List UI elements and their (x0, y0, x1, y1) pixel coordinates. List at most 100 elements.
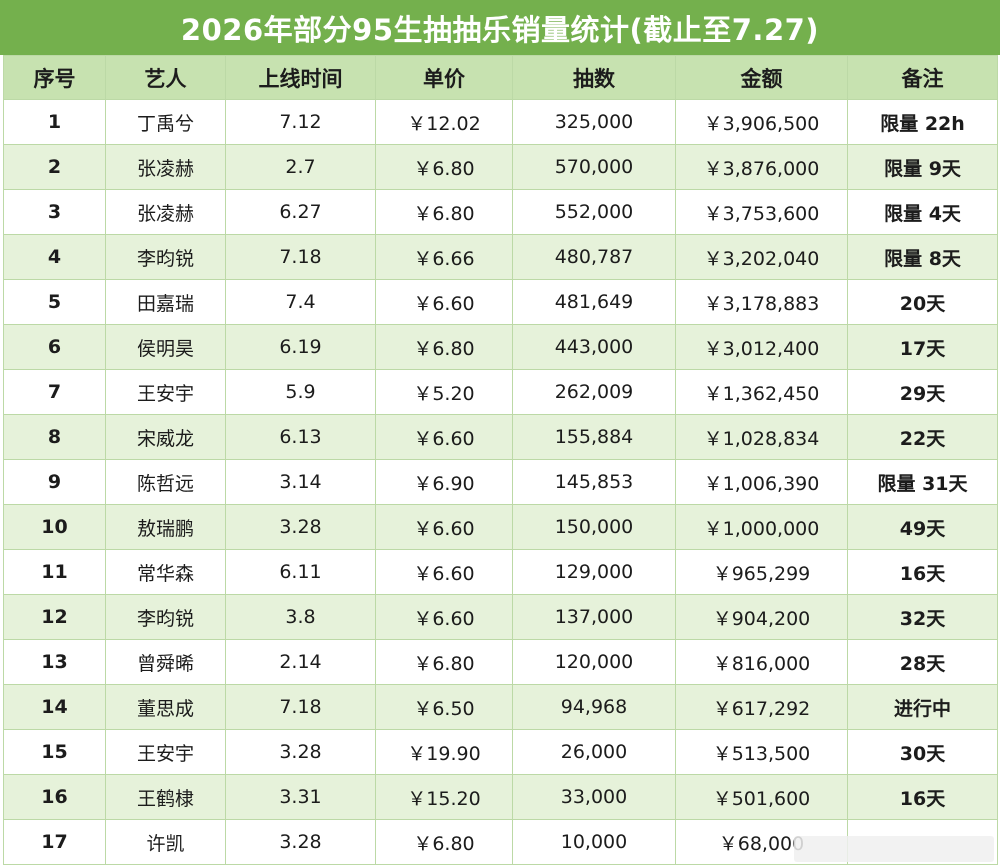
cell-artist: 张凌赫 (105, 144, 226, 190)
table-row: 15 王安宇 3.28 ￥19.90 26,000 ￥513,500 30天 (3, 729, 998, 775)
cell-note: 限量 31天 (847, 459, 998, 505)
cell-rank: 2 (3, 144, 106, 190)
cell-launch-date: 3.28 (225, 504, 376, 550)
cell-launch-date: 2.14 (225, 639, 376, 685)
cell-amount: ￥816,000 (675, 639, 848, 685)
cell-launch-date: 6.19 (225, 324, 376, 370)
table-row: 5 田嘉瑞 7.4 ￥6.60 481,649 ￥3,178,883 20天 (3, 279, 998, 325)
cell-launch-date: 3.14 (225, 459, 376, 505)
cell-launch-date: 3.31 (225, 774, 376, 820)
header-rank: 序号 (3, 55, 106, 100)
cell-draw-count: 94,968 (512, 684, 676, 730)
cell-amount: ￥617,292 (675, 684, 848, 730)
table-row: 10 敖瑞鹏 3.28 ￥6.60 150,000 ￥1,000,000 49天 (3, 504, 998, 550)
cell-unit-price: ￥5.20 (375, 369, 513, 415)
cell-launch-date: 7.18 (225, 684, 376, 730)
cell-draw-count: 570,000 (512, 144, 676, 190)
cell-note: 限量 8天 (847, 234, 998, 280)
cell-draw-count: 150,000 (512, 504, 676, 550)
cell-launch-date: 5.9 (225, 369, 376, 415)
cell-note: 进行中 (847, 684, 998, 730)
cell-unit-price: ￥6.60 (375, 279, 513, 325)
cell-artist: 曾舜晞 (105, 639, 226, 685)
cell-launch-date: 3.28 (225, 819, 376, 865)
cell-artist: 陈哲远 (105, 459, 226, 505)
cell-artist: 许凯 (105, 819, 226, 865)
cell-amount: ￥3,906,500 (675, 99, 848, 145)
cell-launch-date: 7.4 (225, 279, 376, 325)
cell-amount: ￥1,006,390 (675, 459, 848, 505)
cell-rank: 12 (3, 594, 106, 640)
header-row: 序号 艺人 上线时间 单价 抽数 金额 备注 (3, 55, 998, 100)
cell-note: 20天 (847, 279, 998, 325)
cell-unit-price: ￥6.60 (375, 594, 513, 640)
cell-draw-count: 137,000 (512, 594, 676, 640)
cell-amount: ￥1,028,834 (675, 414, 848, 460)
cell-rank: 5 (3, 279, 106, 325)
header-artist: 艺人 (105, 55, 226, 100)
cell-amount: ￥3,753,600 (675, 189, 848, 235)
cell-unit-price: ￥19.90 (375, 729, 513, 775)
cell-unit-price: ￥6.60 (375, 414, 513, 460)
cell-draw-count: 129,000 (512, 549, 676, 595)
cell-rank: 14 (3, 684, 106, 730)
header-unit-price: 单价 (375, 55, 513, 100)
table-row: 16 王鹤棣 3.31 ￥15.20 33,000 ￥501,600 16天 (3, 774, 998, 820)
cell-note: 29天 (847, 369, 998, 415)
cell-unit-price: ￥15.20 (375, 774, 513, 820)
cell-note: 限量 22h (847, 99, 998, 145)
cell-note: 17天 (847, 324, 998, 370)
table-row: 3 张凌赫 6.27 ￥6.80 552,000 ￥3,753,600 限量 4天 (3, 189, 998, 235)
cell-rank: 6 (3, 324, 106, 370)
cell-draw-count: 10,000 (512, 819, 676, 865)
cell-unit-price: ￥6.60 (375, 549, 513, 595)
cell-draw-count: 481,649 (512, 279, 676, 325)
cell-draw-count: 262,009 (512, 369, 676, 415)
cell-artist: 董思成 (105, 684, 226, 730)
table-row: 6 侯明昊 6.19 ￥6.80 443,000 ￥3,012,400 17天 (3, 324, 998, 370)
cell-artist: 王安宇 (105, 369, 226, 415)
cell-note: 28天 (847, 639, 998, 685)
cell-rank: 8 (3, 414, 106, 460)
cell-unit-price: ￥6.80 (375, 189, 513, 235)
cell-note: 32天 (847, 594, 998, 640)
cell-note: 49天 (847, 504, 998, 550)
cell-artist: 丁禹兮 (105, 99, 226, 145)
cell-amount: ￥3,876,000 (675, 144, 848, 190)
cell-unit-price: ￥6.50 (375, 684, 513, 730)
cell-artist: 王安宇 (105, 729, 226, 775)
watermark-overlay (794, 836, 994, 862)
cell-unit-price: ￥6.60 (375, 504, 513, 550)
cell-amount: ￥904,200 (675, 594, 848, 640)
cell-amount: ￥3,178,883 (675, 279, 848, 325)
cell-launch-date: 2.7 (225, 144, 376, 190)
cell-note: 16天 (847, 549, 998, 595)
table-title: 2026年部分95生抽抽乐销量统计(截止至7.27) (0, 0, 1000, 55)
table-row: 4 李昀锐 7.18 ￥6.66 480,787 ￥3,202,040 限量 8天 (3, 234, 998, 280)
cell-draw-count: 145,853 (512, 459, 676, 505)
cell-amount: ￥501,600 (675, 774, 848, 820)
cell-rank: 16 (3, 774, 106, 820)
cell-artist: 李昀锐 (105, 234, 226, 280)
table-row: 8 宋威龙 6.13 ￥6.60 155,884 ￥1,028,834 22天 (3, 414, 998, 460)
table-row: 7 王安宇 5.9 ￥5.20 262,009 ￥1,362,450 29天 (3, 369, 998, 415)
cell-rank: 4 (3, 234, 106, 280)
cell-draw-count: 443,000 (512, 324, 676, 370)
cell-unit-price: ￥6.80 (375, 324, 513, 370)
cell-note: 22天 (847, 414, 998, 460)
cell-rank: 9 (3, 459, 106, 505)
cell-launch-date: 7.12 (225, 99, 376, 145)
cell-unit-price: ￥6.66 (375, 234, 513, 280)
cell-launch-date: 6.11 (225, 549, 376, 595)
cell-launch-date: 3.28 (225, 729, 376, 775)
table-row: 11 常华森 6.11 ￥6.60 129,000 ￥965,299 16天 (3, 549, 998, 595)
cell-draw-count: 155,884 (512, 414, 676, 460)
header-launch-date: 上线时间 (225, 55, 376, 100)
cell-artist: 田嘉瑞 (105, 279, 226, 325)
cell-draw-count: 552,000 (512, 189, 676, 235)
cell-rank: 1 (3, 99, 106, 145)
cell-unit-price: ￥12.02 (375, 99, 513, 145)
cell-artist: 张凌赫 (105, 189, 226, 235)
cell-draw-count: 325,000 (512, 99, 676, 145)
table-row: 9 陈哲远 3.14 ￥6.90 145,853 ￥1,006,390 限量 31天 (3, 459, 998, 505)
